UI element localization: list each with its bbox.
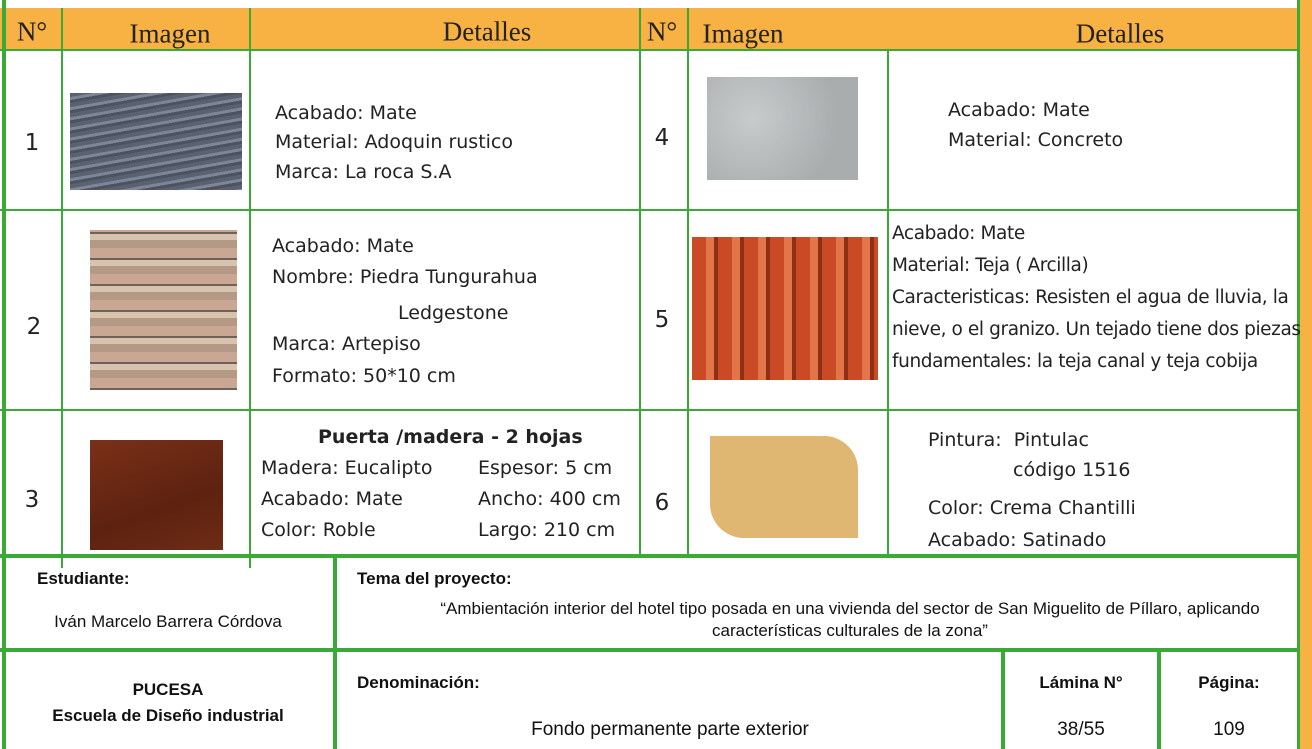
detail: Caracteristicas: Resisten el agua de llu…	[892, 287, 1301, 372]
detail: Formato: 50*10 cm	[272, 365, 456, 387]
detail: Acabado: Mate	[948, 99, 1090, 121]
detail: Material: Teja ( Arcilla)	[892, 255, 1089, 276]
detail: Nombre: Piedra Tungurahua	[272, 266, 538, 288]
grid-line	[0, 209, 1300, 211]
detail: código 1516	[1013, 459, 1131, 481]
grid-line	[1001, 650, 1005, 749]
page-number: 109	[1213, 719, 1245, 740]
grid-line	[0, 648, 1300, 652]
column-header: N°	[16, 16, 48, 47]
label: Lámina N°	[1039, 673, 1123, 692]
image-adoquin	[70, 93, 242, 190]
grid-line	[1157, 650, 1161, 749]
detail: Largo: 210 cm	[478, 519, 616, 541]
institution: PUCESA	[132, 680, 204, 699]
detail: Espesor: 5 cm	[478, 457, 613, 479]
sheet-number: 38/55	[1057, 719, 1105, 740]
student-name: Iván Marcelo Barrera Córdova	[54, 612, 282, 631]
grid-line	[249, 8, 251, 568]
detail: Ledgestone	[398, 302, 509, 324]
grid-line	[639, 8, 641, 555]
detail: Acabado: Mate	[272, 235, 414, 257]
detail: Marca: Artepiso	[272, 333, 421, 355]
item-number: 5	[654, 307, 670, 333]
detail: Acabado: Satinado	[928, 529, 1107, 551]
detail: Acabado: Mate	[892, 223, 1025, 244]
image-concreto	[707, 77, 858, 180]
image-madera	[90, 440, 223, 550]
border	[1297, 0, 1300, 749]
grid-line	[0, 554, 1300, 558]
detail: Acabado: Mate	[261, 488, 403, 510]
detail: Acabado: Mate	[275, 102, 417, 124]
label: Tema del proyecto:	[357, 569, 512, 588]
color-swatch	[710, 436, 858, 538]
side-strip	[1300, 0, 1312, 749]
header-band	[0, 8, 1300, 50]
grid-line	[0, 49, 1300, 51]
detail: Madera: Eucalipto	[261, 457, 433, 479]
grid-line	[887, 50, 889, 555]
border	[2, 0, 6, 749]
denomination: Fondo permanente parte exterior	[531, 719, 809, 740]
column-header: N°	[646, 16, 678, 47]
column-header: Imagen	[129, 18, 211, 49]
theme: “Ambientación interior del hotel tipo po…	[440, 599, 1260, 640]
detail: Color: Roble	[261, 519, 376, 541]
detail: Material: Concreto	[948, 129, 1124, 151]
image-teja	[692, 237, 878, 380]
label: Página:	[1198, 673, 1260, 692]
detail-title: Puerta /madera - 2 hojas	[318, 426, 583, 448]
grid-line	[333, 555, 337, 749]
detail: Pintura: Pintulac	[928, 429, 1090, 451]
column-header: Imagen	[702, 18, 784, 49]
detail: Ancho: 400 cm	[478, 488, 621, 510]
item-number: 1	[24, 130, 40, 156]
image-piedra	[90, 230, 237, 390]
item-number: 4	[654, 125, 670, 151]
detail-block: Acabado: Mate Material: Teja ( Arcilla) …	[892, 218, 1302, 378]
label: Estudiante:	[37, 569, 130, 588]
item-number: 3	[24, 487, 40, 513]
detail: Marca: La roca S.A	[275, 161, 452, 183]
institution: Escuela de Diseño industrial	[52, 706, 284, 725]
grid-line	[0, 409, 1300, 411]
detail: Color: Crema Chantilli	[928, 497, 1136, 519]
item-number: 6	[654, 490, 670, 516]
grid-line	[687, 8, 689, 555]
column-header: Detalles	[442, 16, 532, 47]
detail: Material: Adoquin rustico	[275, 131, 513, 153]
item-number: 2	[26, 314, 42, 340]
grid-line	[61, 8, 63, 568]
label: Denominación:	[357, 673, 480, 692]
column-header: Detalles	[1075, 18, 1165, 49]
